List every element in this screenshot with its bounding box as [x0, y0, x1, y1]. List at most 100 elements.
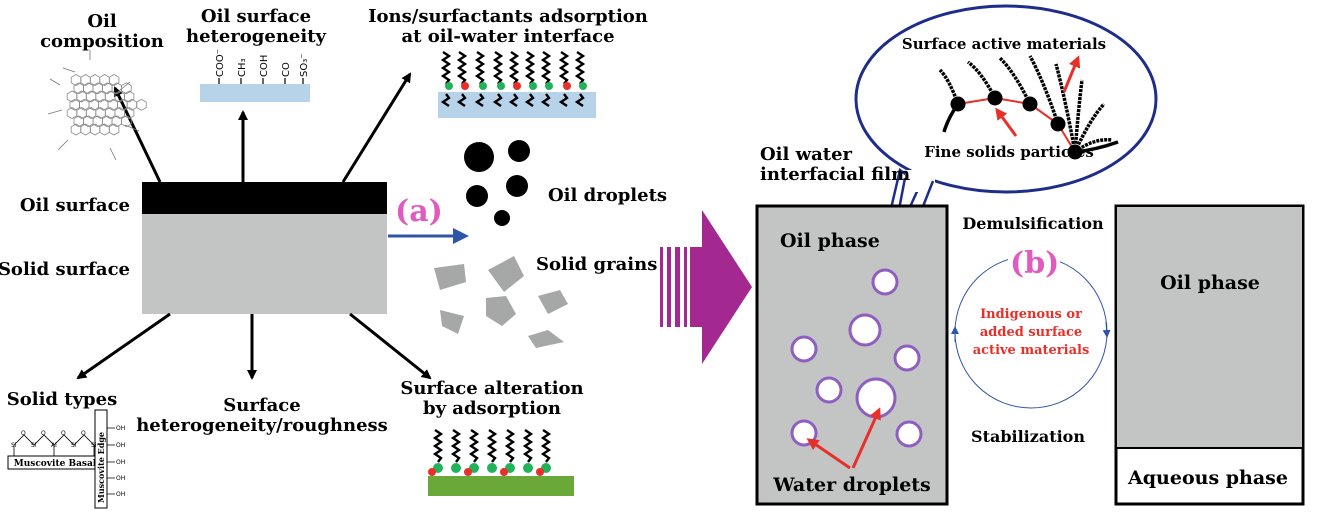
hex-ring: [85, 107, 97, 119]
atom-oh-4: OH: [116, 475, 125, 482]
surfactant-chain: [1054, 63, 1077, 153]
hex-ring: [83, 115, 94, 128]
atom-o-3: O: [61, 430, 66, 437]
surface-active-materials-label: Surface active materials: [902, 35, 1106, 53]
surfactant-tail: [574, 51, 586, 85]
surfactant-tail: [540, 51, 552, 85]
atom-al-1: Al: [51, 442, 57, 449]
mineral-atom-labels: Si O Si O Al O Si O Si OH OH OH OH OH: [11, 425, 125, 498]
oil-surface-strip: [200, 84, 310, 102]
hex-ring: [92, 115, 103, 128]
surface-heterogeneity-title-1: Surface: [223, 395, 300, 416]
atom-oh-2: OH: [116, 442, 125, 449]
functional-group-stems: [218, 78, 304, 84]
oil-phase-fill: [1117, 207, 1302, 448]
atom-o-4: O: [81, 430, 86, 437]
adsorbed-head: [487, 463, 497, 473]
surfactant-tail-lower: [524, 93, 535, 107]
solid-grains-icon: [434, 256, 568, 348]
hex-ring: [66, 107, 78, 119]
oil-composition-title-1: Oil: [87, 11, 117, 32]
surfactant-tail-lower: [456, 93, 467, 107]
oil-heterogeneity-title-2: heterogeneity: [186, 26, 327, 47]
surfactant-tail-lower: [508, 93, 519, 107]
surfactant-head: [545, 82, 553, 90]
oil-phase-left-label: Oil phase: [780, 230, 880, 252]
adsorbed-ion: [536, 468, 544, 476]
surfactant-tail: [492, 51, 504, 85]
adsorbed-tail: [504, 429, 516, 463]
cycle-text-line-1: Indigenous or: [980, 307, 1082, 322]
surfactant-tail-lower: [440, 93, 451, 107]
atom-si-2: Si: [31, 442, 37, 449]
oil-heterogeneity-title-1: Oil surface: [201, 6, 311, 27]
hex-ring: [99, 74, 110, 86]
atom-si-3: Si: [71, 442, 77, 449]
functional-groups: COO⁻ CH₃ COH CO SO₃⁻: [215, 49, 310, 77]
surfactant-tail-lower: [540, 93, 551, 107]
arrow-ions-adsorption: [341, 72, 412, 183]
radiating-arrows: [76, 72, 432, 380]
hex-ring: [73, 82, 84, 95]
adsorbed-tail: [468, 429, 480, 463]
atom-o-1: O: [21, 430, 26, 437]
hex-ring: [76, 90, 87, 103]
interfacial-film-title-1: Oil water: [760, 144, 853, 165]
group-ch3: CH₃: [237, 58, 248, 77]
atom-o-2: O: [41, 430, 46, 437]
hex-ring: [66, 90, 78, 103]
muscovite-edge-label: Muscovite Edge: [96, 432, 106, 503]
droplet-pointer-arrows: [806, 407, 881, 470]
surfactant-tail: [558, 51, 570, 85]
aqueous-phase-label: Aqueous phase: [1127, 467, 1288, 489]
surfactant-head: [461, 82, 469, 90]
surfactant-tail: [524, 51, 536, 85]
oil-droplets-label: Oil droplets: [548, 185, 667, 206]
asphaltene-molecule-icon: [47, 50, 147, 161]
hex-ring: [121, 115, 132, 128]
hex-ring: [121, 82, 132, 95]
muscovite-structure-icon: Muscovite Basal Muscovite Edge: [7, 409, 115, 509]
atom-oh-3: OH: [116, 459, 125, 466]
surfactant-tail-lower: [492, 93, 503, 107]
arrow-oil-composition: [113, 86, 162, 183]
surfactant-head: [513, 82, 521, 90]
oil-droplets-icon: [464, 140, 530, 226]
surface-alteration-title-1: Surface alteration: [400, 378, 583, 399]
panel-b: Surface active materials Fine solids par…: [755, 4, 1305, 506]
panel-a-label: (a): [395, 194, 443, 229]
adsorbed-tail: [486, 429, 498, 463]
hex-ring: [70, 123, 82, 136]
surfactant-tail-lower: [558, 93, 569, 107]
solid-substrate: [428, 476, 574, 496]
cycle-text: Indigenous or added surface active mater…: [973, 307, 1090, 358]
atom-oh-5: OH: [116, 491, 125, 498]
balloon-gap-mask: [905, 170, 935, 192]
atom-si-1: Si: [11, 442, 17, 449]
interfacial-film-title-2: interfacial film: [760, 164, 910, 185]
surfactant-head: [445, 82, 453, 90]
solid-surface-block: [142, 214, 387, 314]
arrow-surface-alteration: [349, 312, 432, 380]
surface-heterogeneity-title-2: heterogeneity/roughness: [136, 415, 388, 436]
surfactant-chain: [1073, 138, 1113, 154]
hex-ring: [126, 98, 138, 111]
adsorbed-ion: [464, 468, 472, 476]
adsorbed-tail: [450, 429, 462, 463]
hex-ring: [136, 98, 147, 111]
fine-solid-particle: [1022, 96, 1038, 112]
solid-types-title: Solid types: [7, 389, 117, 410]
balloon-particles: [938, 55, 1119, 160]
hex-ring: [83, 82, 94, 95]
water-droplets-label: Water droplets: [772, 474, 931, 496]
group-so3: SO₃⁻: [299, 53, 310, 77]
hex-ring: [99, 123, 110, 136]
interface-surfactants: [440, 51, 587, 107]
hex-ring: [124, 90, 135, 103]
hex-ring: [108, 123, 120, 136]
adsorbed-head: [451, 463, 461, 473]
cycle-text-line-3: active materials: [973, 343, 1090, 358]
hex-ring: [104, 90, 116, 103]
fine-solids-particles-label: Fine solids particles: [924, 143, 1094, 161]
